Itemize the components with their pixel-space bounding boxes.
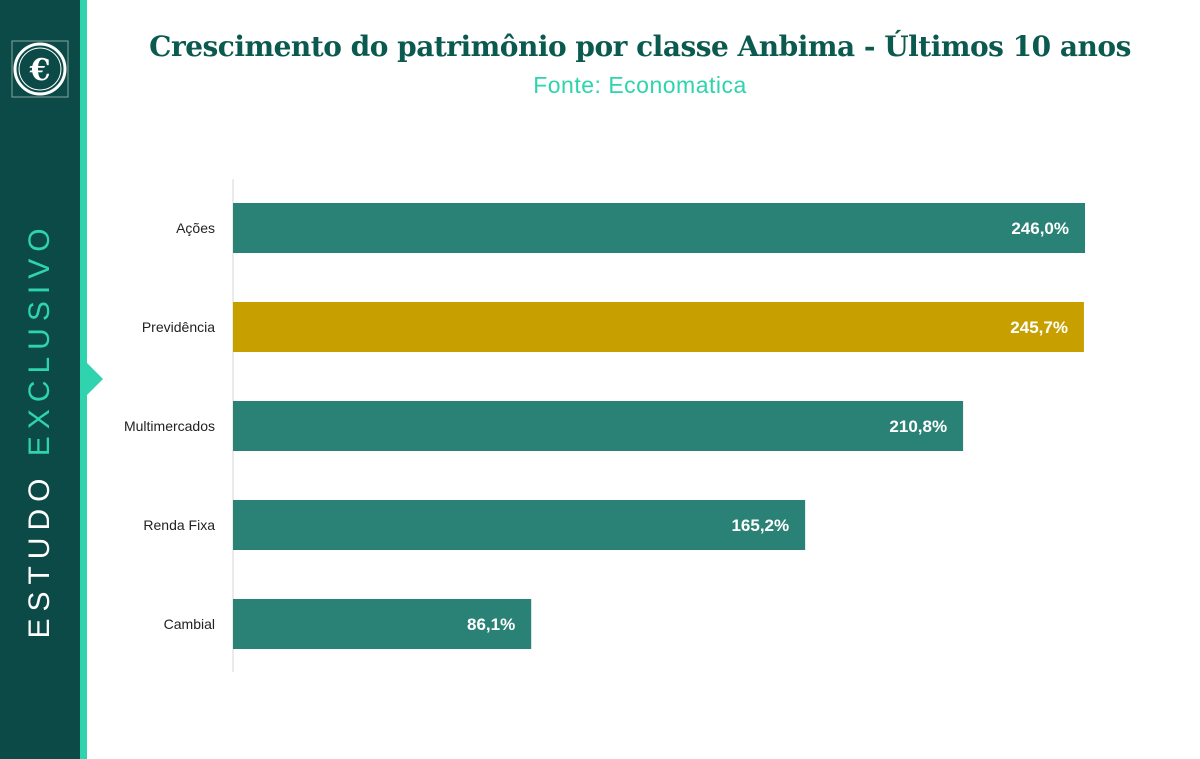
value-label-0: 246,0% <box>1011 219 1069 238</box>
value-label-3: 165,2% <box>731 516 789 535</box>
category-label-1: Previdência <box>142 319 215 335</box>
category-label-0: Ações <box>176 220 215 236</box>
category-label-3: Renda Fixa <box>143 517 215 533</box>
bar-4 <box>233 599 532 649</box>
sidebar <box>0 0 80 759</box>
bar-2 <box>233 401 964 451</box>
sidebar-arrow-icon <box>87 363 103 395</box>
value-label-4: 86,1% <box>467 615 515 634</box>
bar-3 <box>233 500 806 550</box>
value-label-2: 210,8% <box>889 417 947 436</box>
bar-1 <box>233 302 1084 352</box>
category-label-2: Multimercados <box>124 418 215 434</box>
value-label-1: 245,7% <box>1010 318 1068 337</box>
bar-0 <box>233 203 1085 253</box>
chart-title: Crescimento do patrimônio por classe Anb… <box>149 30 1131 63</box>
logo-glyph: € <box>29 53 51 88</box>
euro-emblem-icon: € <box>11 40 69 98</box>
category-label-4: Cambial <box>164 616 215 632</box>
sidebar-accent-stripe <box>80 0 87 759</box>
chart-subtitle: Fonte: Economatica <box>533 72 747 98</box>
